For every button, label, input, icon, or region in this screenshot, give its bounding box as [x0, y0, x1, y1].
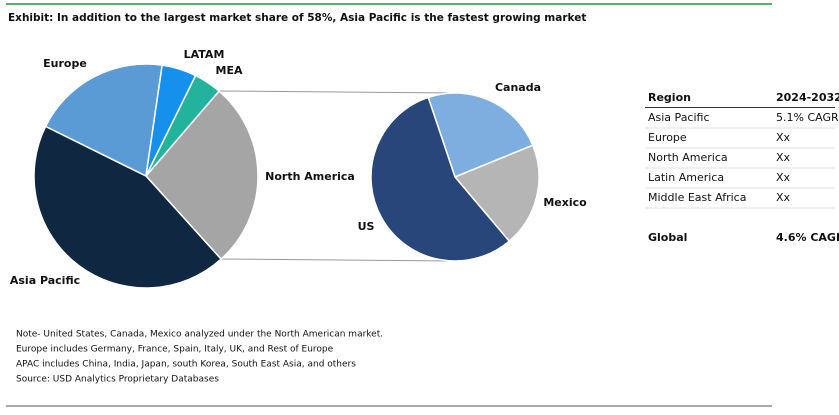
table-cell: North America: [648, 151, 728, 164]
slice-label: Canada: [495, 81, 541, 94]
note: Source: USD Analytics Proprietary Databa…: [16, 375, 219, 385]
table-cell: Asia Pacific: [648, 111, 710, 124]
pie-slice: [427, 92, 534, 178]
pie-slice: [33, 125, 223, 289]
slice-label: MEA: [216, 64, 243, 77]
note: Europe includes Germany, France, Spain, …: [16, 345, 334, 355]
pie-slice: [44, 63, 164, 178]
slice-label: Europe: [43, 57, 87, 70]
table-cell: Xx: [776, 151, 791, 164]
table-cell: Middle East Africa: [648, 191, 746, 204]
slice-label: LATAM: [184, 48, 225, 61]
pie-slice: [145, 74, 221, 177]
connector: [218, 258, 456, 262]
note: Note- United States, Canada, Mexico anal…: [16, 330, 383, 340]
table-cell: 5.1% CAGR: [776, 111, 839, 124]
note: APAC includes China, India, Japan, south…: [16, 360, 356, 370]
pie-slice: [145, 90, 259, 261]
pie-slice: [453, 144, 540, 243]
slice-label: North America: [265, 170, 355, 183]
table-header: Region: [648, 91, 691, 104]
table-cell: Xx: [776, 131, 791, 144]
table-cell: Europe: [648, 131, 687, 144]
table-cell: Latin America: [648, 171, 724, 184]
slice-label: US: [358, 220, 375, 233]
connector: [219, 90, 456, 94]
pie-slice: [370, 96, 511, 262]
slice-label: Asia Pacific: [10, 274, 80, 287]
table-total: Global: [648, 231, 687, 244]
slice-label: Mexico: [543, 196, 587, 209]
table-total: 4.6% CAGR: [776, 231, 839, 244]
table-cell: Xx: [776, 191, 791, 204]
chart-title: Exhibit: In addition to the largest mark…: [8, 12, 586, 24]
table-cell: Xx: [776, 171, 791, 184]
table-header: 2024-2032: [776, 91, 839, 104]
